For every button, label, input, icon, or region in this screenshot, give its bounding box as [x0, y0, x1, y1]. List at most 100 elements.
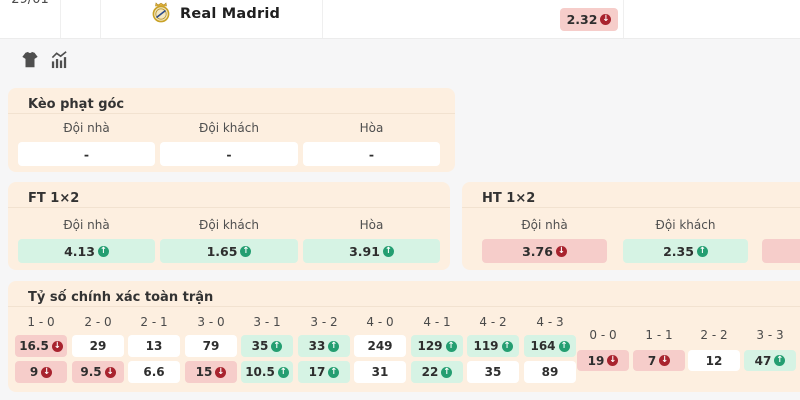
draw-score-column: 0 - 0 19 ↓ [577, 328, 629, 371]
odds-value: - [368, 146, 375, 162]
trend-up-icon: ↑ [382, 245, 394, 257]
odds-cell[interactable]: 16.5 ↓ [15, 335, 67, 357]
odds-cell[interactable]: 164 ↑ [524, 335, 576, 357]
score-column: 1 - 0 16.5 ↓ 9 ↓ [15, 315, 67, 383]
score-label: 2 - 1 [140, 315, 168, 329]
trend-icon: ↑ [558, 340, 570, 352]
odds-cell[interactable]: 35 [467, 361, 519, 383]
odds-value: 13 [145, 339, 163, 353]
odds-value: 35 [484, 365, 502, 379]
match-row: 29/01 Real Madrid 2.32 ↓ [0, 0, 800, 39]
odds-cell[interactable]: 10.5 ↑ [241, 361, 293, 383]
real-madrid-crest-icon [150, 1, 172, 27]
score-column: 4 - 1 129 ↑ 22 ↑ [411, 315, 463, 383]
odds-cell[interactable]: 29 [72, 335, 124, 357]
odds-cell[interactable]: 1.65 ↑ [160, 239, 298, 263]
trend-icon: ↑ [328, 340, 340, 352]
odds-cell[interactable]: 33 ↑ [298, 335, 350, 357]
odds-cell[interactable]: 6.6 [128, 361, 180, 383]
jersey-icon[interactable] [20, 50, 39, 69]
odds-cell[interactable]: 89 [524, 361, 576, 383]
column-label: Đội nhà [63, 218, 110, 232]
column-label [762, 217, 800, 233]
corner-home-column: Đội nhà - [18, 120, 155, 166]
score-column: 3 - 0 79 15 ↓ [185, 315, 237, 383]
ft-home-column: Đội nhà 4.13 ↑ [18, 217, 155, 263]
score-label: 4 - 0 [366, 315, 394, 329]
odds-cell[interactable]: 35 ↑ [241, 335, 293, 357]
odds-value: 15 [195, 365, 213, 379]
odds-value: 164 [530, 339, 556, 353]
ft-section-title: FT 1×2 [8, 182, 450, 208]
odds-cell[interactable]: - [160, 142, 298, 166]
corner-draw-column: Hòa - [303, 120, 440, 166]
odds-cell[interactable]: 15 ↓ [185, 361, 237, 383]
odds-cell[interactable]: 12 [688, 350, 740, 371]
odds-cell[interactable]: 119 ↑ [467, 335, 519, 357]
score-label: 2 - 2 [700, 328, 728, 342]
odds-cell[interactable]: 13 [128, 335, 180, 357]
trend-icon: ↓ [659, 355, 671, 366]
score-label: 4 - 3 [536, 315, 564, 329]
odds-value: 3.91 [349, 243, 380, 259]
trend-icon: ↑ [774, 355, 786, 366]
score-label: 3 - 0 [197, 315, 225, 329]
odds-cell[interactable]: 47 ↑ [744, 350, 796, 371]
score-label: 2 - 0 [84, 315, 112, 329]
odds-cell[interactable]: 79 [185, 335, 237, 357]
divider [100, 0, 101, 38]
score-column: 4 - 2 119 ↑ 35 [467, 315, 519, 383]
draw-score-column: 3 - 3 47 ↑ [744, 328, 796, 371]
odds-cell[interactable]: 3.76 ↓ [482, 239, 607, 263]
odds-cell[interactable]: - [303, 142, 440, 166]
odds-value: 1.65 [206, 243, 238, 259]
odds-value: 4.13 [64, 243, 95, 259]
score-label: 3 - 2 [310, 315, 338, 329]
trend-icon: ↓ [41, 366, 53, 378]
ht-home-column: Đội nhà 3.76 ↓ [482, 217, 607, 263]
score-label: 4 - 2 [479, 315, 507, 329]
column-label: Đội khách [655, 218, 716, 232]
score-column: 3 - 1 35 ↑ 10.5 ↑ [241, 315, 293, 383]
odds-value: 2.35 [663, 243, 694, 259]
odds-cell[interactable]: 17 ↑ [298, 361, 350, 383]
trend-icon: ↑ [271, 340, 283, 352]
ht-away-column: Đội khách 2.35 ↑ [623, 217, 748, 263]
odds-value: 119 [473, 339, 499, 353]
odds-value: 29 [89, 339, 107, 353]
odds-cell[interactable]: 22 ↑ [411, 361, 463, 383]
odds-cell[interactable]: ↓ [762, 239, 800, 263]
corner-away-column: Đội khách - [160, 120, 298, 166]
odds-cell[interactable]: 2.35 ↑ [623, 239, 748, 263]
odds-cell[interactable]: 31 [354, 361, 406, 383]
odds-value: 6.6 [143, 365, 165, 379]
trend-icon: ↑ [277, 366, 289, 378]
column-label: Đội nhà [63, 121, 110, 135]
odds-cell[interactable]: 7 ↓ [633, 350, 685, 371]
odds-cell[interactable]: 129 ↑ [411, 335, 463, 357]
match-odds-cell[interactable]: 2.32 ↓ [560, 8, 618, 31]
odds-cell[interactable]: 4.13 ↑ [18, 239, 155, 263]
odds-value: 7 [647, 353, 657, 368]
stats-chart-icon[interactable] [50, 50, 69, 69]
trend-icon: ↑ [501, 340, 513, 352]
odds-value: 9.5 [80, 365, 102, 379]
score-label: 3 - 1 [253, 315, 281, 329]
ht-draw-column: ↓ [762, 217, 800, 263]
odds-value: 79 [202, 339, 220, 353]
odds-cell[interactable]: 19 ↓ [577, 350, 629, 371]
divider [623, 0, 624, 38]
score-column: 4 - 3 164 ↑ 89 [524, 315, 576, 383]
ft-away-column: Đội khách 1.65 ↑ [160, 217, 298, 263]
odds-cell[interactable]: 3.91 ↑ [303, 239, 440, 263]
odds-cell[interactable]: 9.5 ↓ [72, 361, 124, 383]
trend-down-icon: ↓ [600, 14, 612, 25]
score-label: 3 - 3 [756, 328, 784, 342]
odds-cell[interactable]: 249 [354, 335, 406, 357]
trend-up-icon: ↑ [696, 245, 708, 257]
score-label: 1 - 0 [27, 315, 55, 329]
team-cell[interactable]: Real Madrid [150, 1, 280, 27]
odds-cell[interactable]: 9 ↓ [15, 361, 67, 383]
odds-cell[interactable]: - [18, 142, 155, 166]
